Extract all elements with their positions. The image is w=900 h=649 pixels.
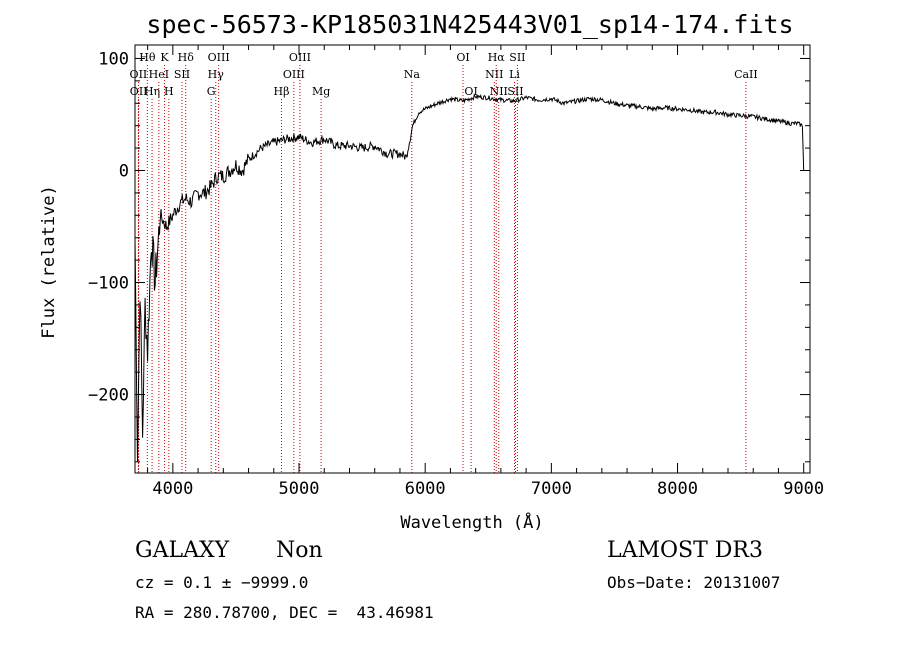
y-tick-label: −100: [88, 274, 129, 294]
emission-line-labels: OII OII Hθ Hη HeI K H Hδ SII G Hγ OIII Hβ OIII OIII Mg N…: [130, 51, 758, 98]
y-axis-label: Flux (relative): [39, 185, 59, 339]
chart-title: spec-56573-KP185031N425443V01_sp14-174.f…: [146, 10, 793, 39]
y-tick-label: −200: [88, 386, 129, 406]
emission-line-label: OIII: [289, 51, 311, 64]
obs-date: Obs−Date: 20131007: [607, 573, 781, 592]
spectrum-line-0: [134, 93, 805, 463]
emission-line-label: NII: [490, 85, 508, 98]
spectrum-series: [134, 93, 805, 463]
emission-line-label: HeI: [149, 68, 169, 81]
emission-line-label: Li: [509, 68, 520, 81]
x-tick-label: 8000: [657, 479, 698, 499]
emission-line-label: SII: [174, 68, 190, 81]
plot-frame: [134, 44, 811, 474]
y-axis: 100 0 −100 −200: [88, 49, 810, 463]
emission-line-label: H: [164, 85, 174, 98]
emission-line-label: G: [207, 85, 216, 98]
x-axis-label: Wavelength (Å): [400, 511, 543, 533]
emission-line-label: OI: [464, 85, 477, 98]
object-type: GALAXY: [135, 538, 230, 563]
emission-line-label: SII: [507, 85, 523, 98]
x-tick-label: 9000: [783, 479, 824, 499]
x-tick-label: 6000: [405, 479, 446, 499]
emission-line-label: Hβ: [274, 85, 290, 98]
coordinates-text: RA = 280.78700, DEC = 43.46981: [135, 603, 434, 622]
x-tick-label: 5000: [279, 479, 320, 499]
emission-line-markers: [137, 65, 747, 473]
emission-line-label: NII: [485, 68, 503, 81]
emission-line-label: CaII: [734, 68, 758, 81]
emission-line-label: Hα: [488, 51, 506, 64]
emission-line-label: OI: [456, 51, 469, 64]
emission-line-label: OIII: [208, 51, 230, 64]
emission-line-label: Hη: [144, 85, 160, 98]
redshift-text: cz = 0.1 ± −9999.0: [135, 573, 309, 592]
emission-line-label: OII: [130, 68, 148, 81]
emission-line-label: OIII: [283, 68, 305, 81]
emission-line-label: OII: [130, 85, 148, 98]
y-tick-label: 100: [98, 49, 129, 69]
emission-line-label: Hθ: [139, 51, 156, 64]
x-tick-label: 7000: [531, 479, 572, 499]
x-tick-label: 4000: [152, 479, 193, 499]
emission-line-label: K: [160, 51, 169, 64]
survey-name: LAMOST DR3: [607, 538, 763, 563]
object-subtype: Non: [276, 538, 323, 563]
emission-line-label: Hδ: [178, 51, 195, 64]
emission-line-label: Mg: [312, 85, 330, 98]
emission-line-label: Hγ: [208, 68, 225, 81]
y-tick-label: 0: [119, 161, 129, 181]
emission-line-label: Na: [404, 68, 421, 81]
x-axis: 4000 5000 6000 7000 8000 9000: [147, 45, 824, 499]
emission-line-label: SII: [509, 51, 525, 64]
